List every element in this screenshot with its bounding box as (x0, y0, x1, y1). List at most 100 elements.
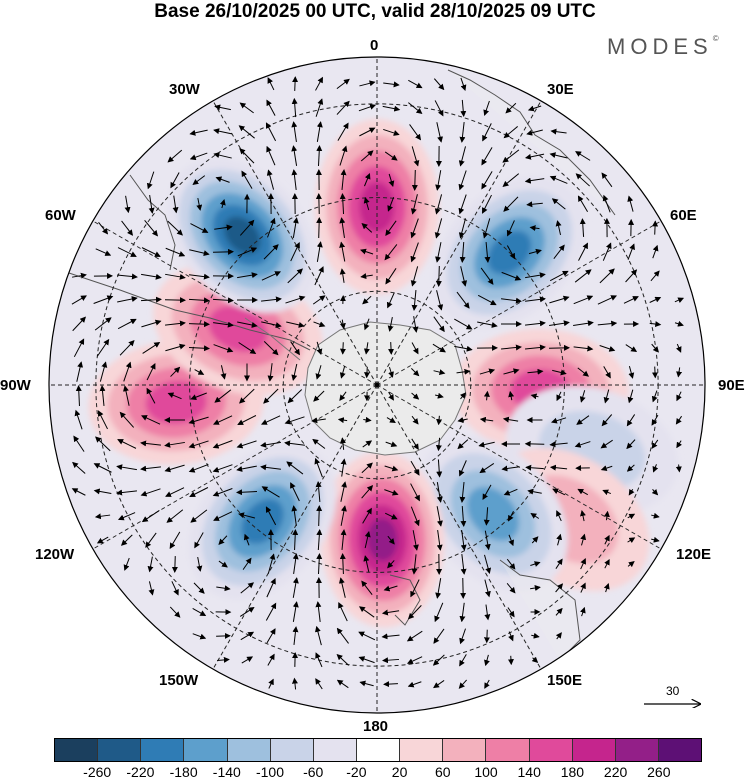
wind-arrow (460, 530, 467, 551)
wind-arrow (502, 416, 519, 423)
colorbar-tick-label: -20 (346, 764, 367, 780)
wind-arrow (339, 193, 346, 215)
wind-arrow (481, 147, 493, 166)
wind-arrow (213, 344, 234, 353)
wind-arrow (482, 218, 491, 239)
wind-arrow (291, 145, 298, 166)
wind-arrow (189, 152, 208, 161)
wind-arrow (477, 294, 497, 306)
wind-arrow (482, 194, 492, 214)
wind-arrow (388, 391, 394, 401)
wind-arrow (459, 482, 466, 503)
wind-arrow (311, 417, 326, 424)
wind-arrow (291, 121, 298, 142)
wind-arrow (383, 585, 398, 592)
wind-arrow (239, 148, 255, 164)
wind-arrow (216, 585, 231, 592)
wind-arrow (290, 341, 300, 356)
wind-arrow (260, 441, 281, 448)
lon-label-60w: 60W (45, 207, 76, 224)
wind-arrow (240, 631, 255, 641)
wind-arrow (576, 415, 590, 425)
wind-arrow (188, 345, 210, 352)
wind-arrow (212, 248, 234, 255)
colorbar-tick-label: 260 (647, 764, 671, 780)
wind-arrow (627, 195, 634, 212)
wind-arrow (340, 458, 347, 477)
wind-arrow (408, 79, 423, 89)
meridian-line (376, 100, 542, 386)
wind-arrow (436, 506, 443, 527)
colorbar-swatch (486, 739, 530, 761)
wind-arrow (362, 440, 373, 448)
wind-arrow (267, 553, 276, 574)
wind-arrow (263, 244, 279, 260)
wind-arrow (167, 220, 183, 236)
wind-arrow (71, 488, 86, 496)
wind-arrow (213, 415, 233, 425)
wind-arrow (315, 481, 322, 503)
wind-arrow (213, 511, 233, 521)
wind-arrow (459, 654, 467, 667)
wind-arrow (217, 656, 230, 663)
wind-arrow (436, 459, 443, 478)
wind-arrow (454, 345, 473, 352)
wind-arrow (267, 653, 275, 666)
wind-arrow (458, 460, 467, 477)
colorbar-swatch (356, 739, 401, 761)
wind-arrow (524, 344, 546, 351)
wind-arrow (361, 580, 373, 596)
wind-arrow (93, 295, 114, 304)
wind-arrow (456, 368, 471, 375)
wind-arrow (626, 439, 636, 450)
wind-arrow (435, 265, 442, 287)
wind-arrow (94, 317, 112, 331)
wind-arrow (287, 268, 303, 284)
wind-arrow (218, 535, 228, 545)
wind-arrow (358, 606, 375, 618)
wind-arrow (212, 464, 233, 473)
wind-arrow (362, 295, 372, 305)
wind-arrow (411, 415, 419, 425)
reference-vector-arrow (644, 684, 704, 708)
wind-arrow (315, 652, 323, 668)
wind-arrow (434, 392, 444, 399)
colorbar-swatch (529, 739, 573, 761)
map-title: Base 26/10/2025 00 UTC, valid 28/10/2025… (154, 1, 596, 22)
wind-arrow (508, 390, 515, 401)
wind-arrow (676, 391, 682, 402)
wind-arrow (479, 463, 495, 474)
wind-arrow (549, 464, 568, 471)
wind-arrow (675, 343, 682, 353)
wind-arrow (314, 266, 324, 286)
wind-arrow (144, 219, 159, 237)
wind-arrow (676, 440, 683, 449)
wind-arrow (597, 295, 618, 305)
wind-arrow (555, 558, 563, 569)
wind-arrow (410, 506, 420, 527)
wind-arrow (189, 273, 210, 280)
wind-arrow (364, 172, 371, 187)
wind-arrow (626, 414, 636, 427)
wind-arrow (140, 465, 161, 472)
lon-label-90w: 90W (0, 377, 31, 394)
wind-arrow (676, 367, 683, 378)
wind-arrow (164, 464, 185, 473)
wind-arrow (116, 489, 137, 496)
wind-arrow (339, 319, 346, 330)
meridian-line (212, 384, 378, 670)
wind-arrow (212, 440, 233, 449)
wind-arrow (146, 363, 156, 381)
wind-arrow (124, 195, 131, 214)
wind-arrow (578, 242, 588, 261)
wind-arrow (261, 486, 280, 498)
wind-arrow (603, 510, 610, 521)
wind-arrow (75, 385, 82, 407)
wind-arrow (290, 482, 300, 502)
wind-arrow (336, 679, 349, 689)
wind-arrow (387, 560, 395, 569)
wind-arrow (140, 488, 161, 497)
wind-arrow (171, 556, 178, 573)
wind-arrow (436, 482, 443, 503)
